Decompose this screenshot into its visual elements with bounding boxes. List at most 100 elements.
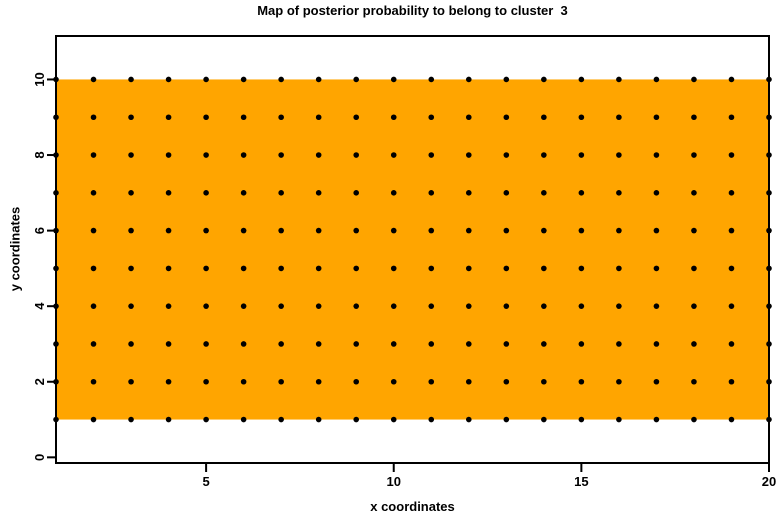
chart-title: Map of posterior probability to belong t… (257, 3, 568, 18)
grid-point (653, 265, 660, 272)
grid-point (578, 227, 585, 234)
grid-point (203, 378, 209, 385)
grid-point (541, 265, 547, 272)
heat-region (56, 79, 769, 420)
grid-point (541, 341, 547, 347)
grid-point (240, 76, 247, 83)
grid-point (240, 416, 247, 423)
grid-point (428, 303, 435, 309)
grid-point (578, 378, 585, 385)
grid-point (503, 114, 510, 121)
grid-point (578, 265, 585, 272)
grid-point (165, 416, 172, 423)
grid-point (428, 265, 435, 272)
grid-point (465, 227, 472, 234)
grid-point (653, 76, 660, 83)
grid-point (428, 416, 435, 423)
grid-point (578, 303, 585, 309)
grid-point (165, 190, 172, 196)
grid-point (428, 114, 435, 121)
grid-point (541, 152, 547, 158)
grid-point (728, 227, 735, 234)
grid-point (353, 265, 360, 272)
grid-point (616, 114, 622, 121)
grid-point (653, 114, 660, 121)
grid-point (240, 265, 247, 272)
grid-point (390, 114, 397, 121)
grid-point (90, 227, 97, 234)
grid-point (653, 378, 660, 385)
grid-point (691, 114, 697, 121)
grid-point (315, 227, 322, 234)
grid-point (278, 190, 284, 196)
grid-point (503, 76, 510, 83)
grid-point (315, 378, 322, 385)
grid-point (578, 416, 585, 423)
grid-point (390, 303, 397, 309)
grid-point (128, 341, 134, 347)
grid-point (240, 341, 247, 347)
y-tick-label: 2 (32, 378, 47, 385)
grid-point (578, 341, 585, 347)
grid-point (203, 152, 209, 158)
grid-point (128, 114, 134, 121)
grid-point (578, 76, 585, 83)
grid-point (353, 190, 360, 196)
grid-point (728, 303, 735, 309)
grid-point (653, 303, 660, 309)
grid-point (390, 152, 397, 158)
grid-point (503, 378, 510, 385)
grid-point (203, 190, 209, 196)
grid-point (728, 152, 735, 158)
grid-point (353, 303, 360, 309)
grid-point (541, 114, 547, 121)
grid-point (428, 190, 435, 196)
grid-point (465, 76, 472, 83)
x-tick-label: 20 (762, 474, 776, 489)
grid-point (390, 341, 397, 347)
grid-point (315, 416, 322, 423)
grid-point (653, 416, 660, 423)
grid-point (691, 416, 697, 423)
grid-point (315, 76, 322, 83)
grid-point (278, 152, 284, 158)
grid-point (203, 114, 209, 121)
grid-point (90, 416, 97, 423)
grid-point (390, 190, 397, 196)
grid-point (728, 378, 735, 385)
grid-point (578, 114, 585, 121)
grid-point (616, 227, 622, 234)
grid-point (128, 76, 134, 83)
grid-point (353, 416, 360, 423)
grid-point (203, 341, 209, 347)
grid-point (128, 152, 134, 158)
grid-point (165, 378, 172, 385)
grid-point (203, 303, 209, 309)
grid-point (653, 190, 660, 196)
grid-point (353, 152, 360, 158)
grid-point (165, 265, 172, 272)
grid-point (428, 227, 435, 234)
grid-point (240, 303, 247, 309)
grid-point (90, 378, 97, 385)
grid-point (165, 227, 172, 234)
grid-point (465, 378, 472, 385)
y-tick-label: 6 (32, 227, 47, 234)
grid-point (578, 190, 585, 196)
grid-point (128, 265, 134, 272)
y-tick-label: 0 (32, 454, 47, 461)
y-tick-label: 4 (32, 302, 47, 310)
grid-point (653, 341, 660, 347)
grid-point (240, 152, 247, 158)
grid-point (278, 114, 284, 121)
grid-point (90, 152, 97, 158)
plot-box (55, 35, 770, 464)
grid-point (390, 76, 397, 83)
grid-point (428, 152, 435, 158)
grid-point (353, 76, 360, 83)
grid-point (541, 303, 547, 309)
grid-point (353, 378, 360, 385)
grid-point (128, 303, 134, 309)
